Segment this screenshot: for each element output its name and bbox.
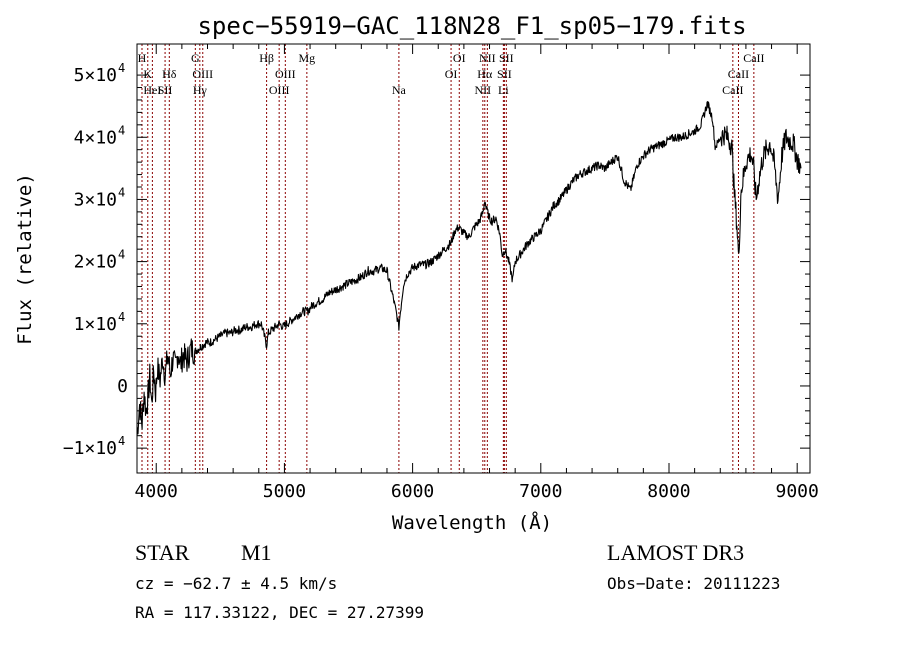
x-tick-label: 7000 xyxy=(519,481,562,502)
line-marker-label: Li xyxy=(498,83,509,97)
line-marker-label: CaII xyxy=(722,83,743,97)
line-marker-label: HeI xyxy=(143,83,161,97)
line-marker-label: OI xyxy=(445,67,458,81)
y-tick-label: 5×10 xyxy=(74,65,117,86)
y-tick-label: 4×10 xyxy=(74,127,117,148)
line-marker-labels-layer: HKHeISIIHδGHγOIIIHβOIIIOIIIMgNaOIOINIIHα… xyxy=(138,51,765,97)
line-marker-label: Hβ xyxy=(259,51,274,65)
object-subclass: M1 xyxy=(241,540,272,565)
x-tick-label: 4000 xyxy=(135,481,178,502)
y-tick-label: −1×10 xyxy=(63,438,117,459)
line-marker-label: OIII xyxy=(192,67,213,81)
x-tick-label: 8000 xyxy=(647,481,690,502)
line-marker-label: NII xyxy=(479,51,496,65)
redshift-cz: cz = −62.7 ± 4.5 km/s xyxy=(135,574,338,593)
y-tick-exponent: 4 xyxy=(118,185,125,199)
line-marker-label: Hδ xyxy=(162,67,177,81)
y-tick-exponent: 4 xyxy=(118,310,125,324)
line-markers-layer xyxy=(141,44,755,473)
observation-date: Obs−Date: 20111223 xyxy=(607,574,781,593)
x-tick-label: 5000 xyxy=(263,481,306,502)
chart-title: spec−55919−GAC_118N28_F1_sp05−179.fits xyxy=(197,12,746,40)
spectrum-layer xyxy=(136,101,802,437)
y-tick-label: 2×10 xyxy=(74,252,117,273)
line-marker-label: SII xyxy=(499,51,514,65)
line-marker-label: OI xyxy=(453,51,466,65)
object-class: STAR xyxy=(135,540,190,565)
survey-name: LAMOST DR3 xyxy=(607,540,745,565)
line-marker-label: H xyxy=(138,51,147,65)
line-marker-label: SII xyxy=(158,83,173,97)
plot-frame xyxy=(136,43,811,474)
y-tick-label: 1×10 xyxy=(74,314,117,335)
x-tick-label: 9000 xyxy=(776,481,819,502)
spectrum-line xyxy=(136,101,802,437)
y-tick-exponent: 4 xyxy=(118,61,125,75)
line-marker-label: Hα xyxy=(477,67,493,81)
axis-tick-labels-layer: 4000 5000 6000 7000 8000 9000−1×10 401×10 42×10… xyxy=(63,61,819,502)
axis-ticks-layer xyxy=(137,44,810,473)
line-marker-label: CaII xyxy=(743,51,764,65)
y-tick-label: 0 xyxy=(117,376,128,397)
y-tick-exponent: 4 xyxy=(118,123,125,137)
line-marker-label: OIII xyxy=(269,83,290,97)
line-marker-label: G xyxy=(191,51,200,65)
x-axis-label: Wavelength (Å) xyxy=(392,511,552,534)
line-marker-label: Hγ xyxy=(193,83,208,97)
line-marker-label: OIII xyxy=(275,67,296,81)
y-axis-label: Flux (relative) xyxy=(14,173,36,345)
line-marker-label: Na xyxy=(392,83,407,97)
y-tick-label: 3×10 xyxy=(74,189,117,210)
line-marker-label: NII xyxy=(475,83,492,97)
line-marker-label: CaII xyxy=(728,67,749,81)
coordinates: RA = 117.33122, DEC = 27.27399 xyxy=(135,603,424,622)
y-tick-exponent: 4 xyxy=(118,434,125,448)
line-marker-label: K xyxy=(143,67,152,81)
x-tick-label: 6000 xyxy=(391,481,434,502)
y-tick-exponent: 4 xyxy=(118,248,125,262)
line-marker-label: SII xyxy=(497,67,512,81)
line-marker-label: Mg xyxy=(299,51,316,65)
